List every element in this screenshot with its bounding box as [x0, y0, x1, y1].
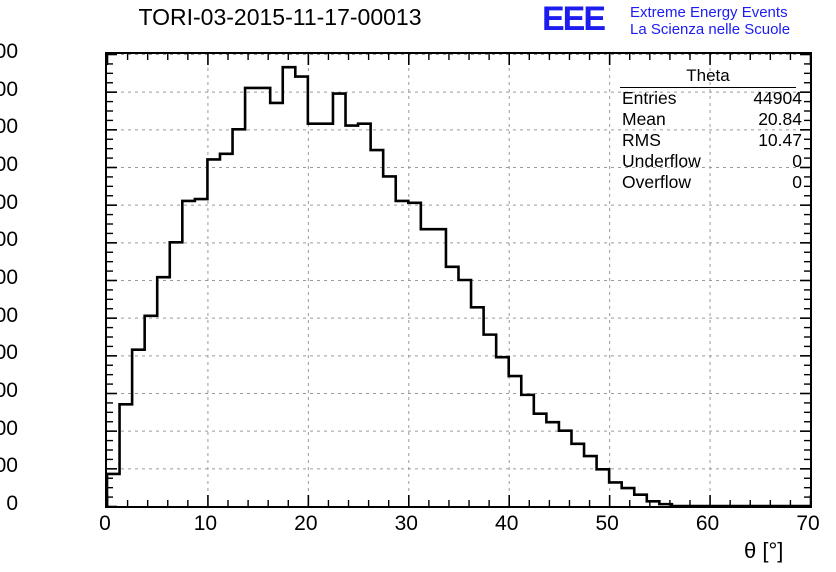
stats-row-value: 0: [792, 151, 802, 171]
stats-row: Mean 20.84: [612, 109, 808, 130]
stats-row-key: RMS: [622, 130, 661, 150]
y-tick-label: 200: [0, 454, 18, 478]
eee-logo-text: Extreme Energy Events La Scienza nelle S…: [630, 4, 790, 38]
x-tick-label: 60: [695, 512, 720, 535]
eee-logo-mark: EEE: [542, 0, 606, 38]
y-tick-label: 2000: [0, 115, 18, 139]
x-tick-label: 20: [294, 512, 318, 535]
y-tick-label: 600: [0, 379, 18, 402]
statistics-box: Theta Entries 44904 Mean 20.84 RMS 10.47 Under…: [612, 66, 808, 204]
y-tick-label: 1600: [0, 190, 18, 214]
histogram-steps: [107, 65, 810, 506]
y-tick-label: 800: [0, 341, 18, 365]
stats-row-key: Entries: [622, 88, 677, 108]
plot-frame: [105, 52, 812, 508]
stats-row: RMS 10.47: [612, 130, 808, 151]
axis-ticks: [106, 53, 812, 508]
y-tick-label: 2200: [0, 77, 18, 101]
stats-rows: Entries 44904 Mean 20.84 RMS 10.47 Underflow 0 O…: [612, 88, 808, 193]
stats-row-key: Overflow: [622, 172, 692, 192]
stats-row-value: 20.84: [758, 109, 802, 129]
y-tick-label: 1200: [0, 266, 18, 289]
stats-row-value: 10.47: [758, 130, 802, 150]
eee-logo: EEE Extreme Energy Events La Scienza nel…: [540, 2, 836, 42]
y-tick-label: 2400: [0, 40, 18, 63]
eee-logo-line1: Extreme Energy Events: [630, 4, 788, 21]
y-tick-label: 1400: [0, 228, 18, 252]
y-tick-label: 400: [0, 416, 18, 440]
x-tick-label: 70: [796, 512, 820, 535]
x-tick-label: 0: [99, 512, 111, 535]
stats-title: Theta: [620, 66, 796, 88]
stats-row-value: 44904: [753, 88, 802, 108]
stats-row: Entries 44904: [612, 88, 808, 109]
plot-area: [107, 54, 810, 506]
stats-row: Underflow 0: [612, 151, 808, 172]
eee-logo-line2: La Scienza nelle Scuole: [630, 21, 791, 38]
stats-row: Overflow 0: [612, 172, 808, 193]
x-tick-label: 30: [394, 512, 418, 535]
x-tick-label: 40: [495, 512, 519, 535]
grid-lines: [107, 54, 810, 506]
x-tick-label: 50: [595, 512, 619, 535]
y-tick-label: 1800: [0, 153, 18, 176]
page-title: TORI-03-2015-11-17-00013: [138, 4, 422, 30]
stats-row-key: Mean: [622, 109, 666, 129]
x-axis-title: θ [°]: [744, 538, 784, 563]
stats-row-value: 0: [792, 172, 802, 192]
stats-row-key: Underflow: [622, 151, 701, 171]
y-tick-label: 0: [6, 492, 18, 515]
y-tick-label: 1000: [0, 303, 18, 327]
x-tick-label: 10: [193, 512, 218, 535]
